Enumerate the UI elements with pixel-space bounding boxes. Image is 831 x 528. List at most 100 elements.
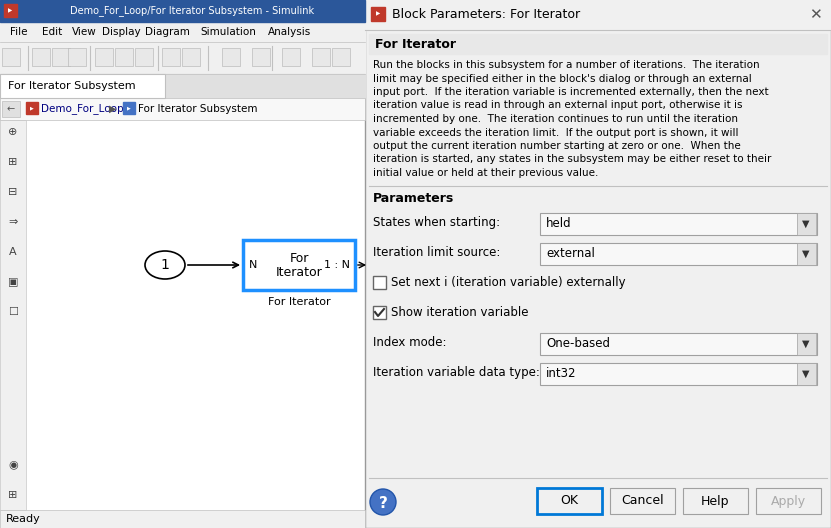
Bar	[0, 510, 365, 528]
Bar	[365, 0, 831, 30]
Text: 1 : N: 1 : N	[324, 260, 350, 270]
Bar	[797, 212, 816, 234]
Text: For Iterator Subsystem: For Iterator Subsystem	[138, 104, 258, 114]
Text: N: N	[249, 260, 258, 270]
Text: ▶: ▶	[30, 106, 34, 110]
Text: int32: int32	[546, 367, 577, 380]
Bar	[32, 48, 50, 66]
Text: initial value or held at their previous value.: initial value or held at their previous …	[373, 168, 598, 178]
Text: Show iteration variable: Show iteration variable	[391, 306, 529, 319]
Text: Help: Help	[701, 495, 730, 507]
Text: external: external	[546, 247, 595, 260]
Bar	[756, 488, 821, 514]
Text: ⊟: ⊟	[8, 187, 17, 197]
Bar	[797, 333, 816, 354]
Text: One-based: One-based	[546, 337, 610, 350]
Text: Iteration limit source:: Iteration limit source:	[373, 246, 500, 259]
Text: ▼: ▼	[802, 369, 809, 379]
Text: Cancel: Cancel	[622, 495, 664, 507]
Bar	[373, 306, 386, 319]
Bar	[162, 48, 180, 66]
Bar	[2, 101, 20, 117]
Bar	[222, 48, 240, 66]
Text: Demo_For_Loop: Demo_For_Loop	[41, 103, 124, 115]
Bar	[610, 488, 675, 514]
Bar	[0, 74, 365, 98]
Circle shape	[370, 489, 396, 515]
Text: Edit: Edit	[42, 27, 62, 37]
Bar	[797, 363, 816, 384]
Text: ☐: ☐	[8, 307, 18, 317]
Text: ≫: ≫	[7, 520, 19, 528]
Text: incremented by one.  The iteration continues to run until the iteration: incremented by one. The iteration contin…	[373, 114, 738, 124]
Text: Iterator: Iterator	[276, 267, 322, 279]
Bar	[540, 242, 817, 265]
Text: Index mode:: Index mode:	[373, 336, 446, 349]
Text: output the current iteration number starting at zero or one.  When the: output the current iteration number star…	[373, 141, 740, 151]
Text: iteration is started, any states in the subsystem may be either reset to their: iteration is started, any states in the …	[373, 155, 771, 165]
Text: iteration value is read in through an external input port, otherwise it is: iteration value is read in through an ex…	[373, 100, 743, 110]
Text: For Iterator: For Iterator	[268, 297, 330, 307]
Bar	[26, 102, 38, 114]
Bar	[0, 22, 365, 42]
Bar	[540, 363, 817, 384]
Bar	[252, 48, 270, 66]
Bar	[0, 98, 365, 120]
Bar	[373, 276, 386, 289]
Text: View: View	[72, 27, 96, 37]
Bar	[0, 0, 365, 22]
Text: Iteration variable data type:: Iteration variable data type:	[373, 366, 540, 379]
Text: ?: ?	[379, 495, 387, 511]
Bar	[683, 488, 748, 514]
Bar	[2, 48, 20, 66]
Text: held: held	[546, 217, 572, 230]
Text: Display: Display	[102, 27, 140, 37]
Bar	[369, 34, 827, 54]
Text: ▣: ▣	[7, 277, 18, 287]
Text: Run the blocks in this subsystem for a number of iterations.  The iteration: Run the blocks in this subsystem for a n…	[373, 60, 760, 70]
Bar	[312, 48, 330, 66]
Bar	[0, 42, 365, 74]
Text: For Iterator: For Iterator	[375, 37, 456, 51]
Ellipse shape	[145, 251, 185, 279]
Text: limit may be specified either in the block's dialog or through an external: limit may be specified either in the blo…	[373, 73, 752, 83]
Text: Diagram: Diagram	[145, 27, 189, 37]
Text: For Iterator Subsystem: For Iterator Subsystem	[8, 81, 135, 91]
Text: States when starting:: States when starting:	[373, 216, 500, 229]
Text: Simulation: Simulation	[200, 27, 256, 37]
Text: A: A	[9, 247, 17, 257]
Bar	[115, 48, 133, 66]
Bar	[282, 48, 300, 66]
Text: Parameters: Parameters	[373, 192, 455, 204]
Bar	[95, 48, 113, 66]
Text: ▶: ▶	[8, 8, 12, 14]
Bar	[135, 48, 153, 66]
Bar	[0, 120, 26, 510]
Text: ←: ←	[7, 104, 15, 114]
Text: variable exceeds the iteration limit.  If the output port is shown, it will: variable exceeds the iteration limit. If…	[373, 127, 739, 137]
Text: ▶: ▶	[376, 12, 380, 16]
Text: ✕: ✕	[809, 7, 821, 23]
Text: ⊕: ⊕	[8, 127, 17, 137]
Bar	[4, 4, 17, 17]
Bar	[243, 240, 355, 290]
Bar	[797, 242, 816, 265]
Text: Analysis: Analysis	[268, 27, 312, 37]
Bar	[68, 48, 86, 66]
Text: Demo_For_Loop/For Iterator Subsystem - Simulink: Demo_For_Loop/For Iterator Subsystem - S…	[71, 6, 315, 16]
Text: ▶: ▶	[127, 106, 130, 110]
Text: Set next i (iteration variable) externally: Set next i (iteration variable) external…	[391, 276, 626, 289]
Text: 1: 1	[160, 258, 170, 272]
Text: ▼: ▼	[802, 338, 809, 348]
Text: ▼: ▼	[802, 219, 809, 229]
Bar	[365, 0, 831, 528]
Bar	[182, 48, 200, 66]
Text: ⊞: ⊞	[8, 157, 17, 167]
Text: Apply: Apply	[771, 495, 806, 507]
Text: Block Parameters: For Iterator: Block Parameters: For Iterator	[392, 8, 580, 22]
Bar	[26, 120, 365, 510]
Text: File: File	[10, 27, 27, 37]
Text: ◉: ◉	[8, 460, 18, 470]
Bar	[52, 48, 70, 66]
Text: ▶: ▶	[109, 104, 116, 114]
